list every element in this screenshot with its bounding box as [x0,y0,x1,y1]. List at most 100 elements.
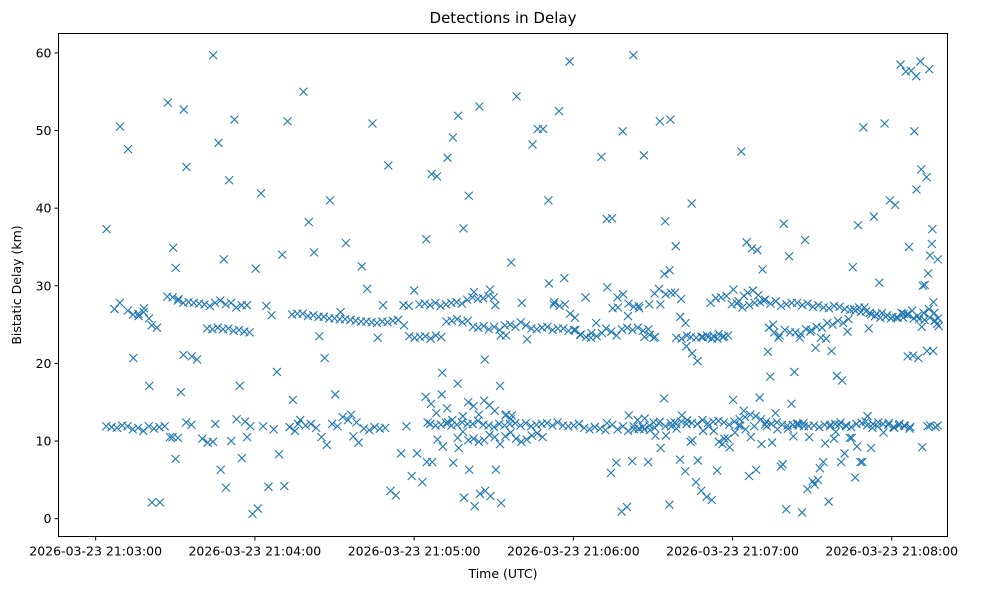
data-point [527,431,537,440]
data-point [776,462,786,472]
data-point [767,438,777,447]
data-point [857,457,867,467]
data-point [521,320,531,330]
data-point [709,426,719,436]
data-point [680,466,690,476]
data-point [368,119,377,128]
data-point [745,410,755,420]
data-point [811,343,820,353]
data-point [772,418,782,427]
data-point [728,395,738,405]
data-point [298,309,308,319]
data-point [752,245,762,255]
data-point [742,237,752,247]
data-point [719,418,729,427]
x-tick-label: 2026-03-23 21:05:00 [348,544,481,559]
data-point [258,421,268,431]
data-point [622,323,632,333]
data-point [372,318,382,328]
data-point [815,463,825,473]
data-point [144,421,154,431]
data-point [581,293,590,302]
data-point [612,331,621,340]
data-point [464,465,474,475]
data-point [656,443,666,453]
data-point [829,434,839,444]
data-point [512,91,521,101]
data-point [208,437,218,447]
data-point [426,334,435,343]
data-point [495,439,505,449]
data-point [687,348,697,358]
data-point [490,406,500,416]
data-point [319,312,329,322]
y-tick-label: 40 [36,201,52,216]
data-point [555,301,564,311]
data-point [836,457,846,467]
data-point [288,395,298,405]
x-axis-label: Time (UTC) [467,566,537,581]
data-point [133,423,143,433]
data-point [174,294,183,304]
data-point [473,323,483,333]
data-point [813,300,823,310]
data-point [833,316,843,326]
data-point [549,297,559,307]
data-point [744,471,754,481]
data-point [923,421,932,431]
data-point [856,457,865,467]
data-point [314,331,324,341]
data-point [725,442,735,452]
data-point [407,471,417,481]
data-point [665,500,674,510]
data-point [624,299,633,309]
y-tick-label: 0 [44,511,52,526]
data-point [905,424,914,433]
data-point [655,300,665,309]
data-point [516,437,526,447]
data-point [757,439,766,449]
data-point [532,324,542,334]
data-point [436,301,446,311]
data-point [432,171,442,181]
data-point [474,410,484,420]
data-point [681,341,691,351]
data-point [553,418,563,427]
data-point [759,296,768,305]
data-point [160,421,170,431]
data-point [848,262,858,272]
data-point [850,473,860,482]
data-point [737,303,747,312]
data-point [317,432,326,442]
data-point [917,322,927,332]
data-point [852,442,862,451]
data-point [208,324,217,334]
data-point [506,258,516,267]
data-point [925,421,935,430]
data-point [743,288,753,298]
data-point [916,164,926,174]
data-point [559,273,569,283]
data-point [880,119,889,128]
data-point [373,333,383,343]
data-point [304,217,314,227]
data-point [868,419,878,429]
data-point [115,122,125,132]
data-point [123,306,133,316]
data-point [789,367,799,377]
data-point [661,289,671,299]
data-point [542,322,552,332]
data-point [436,332,446,342]
data-point [613,424,623,434]
data-point [660,216,670,226]
data-point [322,440,332,450]
data-point [484,421,494,430]
data-point [110,304,119,314]
data-point [595,424,605,433]
data-point [649,333,659,343]
data-point [640,414,650,423]
data-point [780,325,790,335]
data-point [813,475,823,485]
data-point [454,443,464,453]
data-point [187,352,197,361]
